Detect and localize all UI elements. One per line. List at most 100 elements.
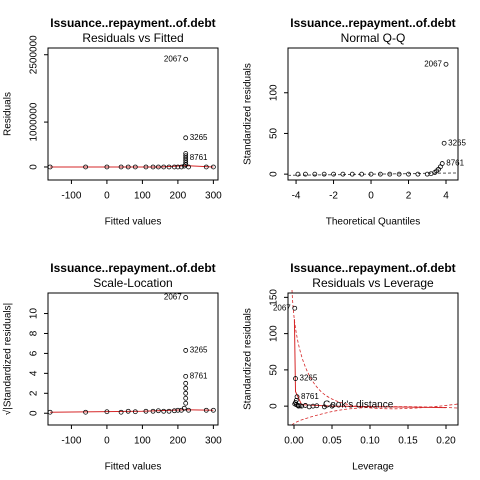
x-tick-label: 300: [205, 436, 222, 447]
plot-box: [47, 47, 219, 181]
data-point: [322, 404, 327, 410]
point-label: 2067: [424, 59, 442, 68]
data-point: [183, 157, 189, 163]
data-point: [295, 171, 301, 177]
x-tick-label: -2: [329, 191, 338, 202]
data-point: [183, 400, 189, 406]
x-tick-label: 0.00: [284, 436, 304, 447]
panel-title: Issuance..repayment..of.debt: [290, 261, 455, 275]
data-point: [155, 164, 161, 170]
data-point: [150, 164, 156, 170]
y-tick-label: 0: [269, 403, 280, 409]
data-point: [132, 409, 138, 415]
plot-box: [47, 292, 219, 426]
data-point: [349, 171, 355, 177]
data-point: [183, 56, 189, 62]
point-label: 3265: [190, 346, 208, 355]
data-point: [161, 408, 167, 414]
data-point: [118, 409, 124, 415]
panel-title: Issuance..repayment..of.debt: [50, 16, 215, 30]
data-point: [312, 171, 318, 177]
data-point: [396, 171, 402, 177]
data-point: [150, 408, 156, 414]
x-tick-label: 0.15: [398, 436, 418, 447]
y-tick-label: 8: [29, 330, 40, 336]
data-point: [292, 305, 298, 311]
data-point: [183, 151, 189, 156]
data-point: [203, 407, 209, 413]
data-point: [210, 164, 216, 170]
x-tick-label: -100: [61, 191, 81, 202]
fit-line: [50, 165, 214, 168]
x-tick-label: 0: [104, 436, 110, 447]
x-tick-label: 200: [170, 436, 187, 447]
x-tick-label: 300: [205, 191, 222, 202]
y-tick-label: 1000000: [29, 102, 40, 141]
data-point: [329, 403, 335, 409]
y-axis-label: Standardized residuals: [243, 308, 254, 410]
x-tick-label: 0.20: [436, 436, 456, 447]
x-tick-label: 0.05: [322, 436, 342, 447]
data-point: [210, 407, 216, 413]
y-tick-label: 100: [269, 325, 280, 342]
y-tick-label: 0: [269, 171, 280, 177]
data-point: [314, 403, 320, 409]
data-point: [143, 164, 149, 170]
y-tick-label: 6: [29, 350, 40, 356]
cooks-label: Cook's distance: [323, 400, 394, 411]
x-tick-label: 100: [134, 191, 151, 202]
data-point: [441, 140, 447, 146]
y-axis-label: Residuals: [3, 92, 14, 136]
panel-title: Issuance..repayment..of.debt: [290, 16, 455, 30]
data-point: [183, 348, 189, 353]
data-point: [387, 171, 393, 177]
data-point: [293, 376, 298, 381]
data-point: [183, 155, 189, 161]
data-point: [186, 407, 191, 413]
data-point: [175, 164, 181, 170]
point-label: 3265: [448, 138, 466, 147]
panel-title: Issuance..repayment..of.debt: [50, 261, 215, 275]
data-point: [161, 164, 167, 170]
data-point: [368, 171, 374, 177]
data-point: [155, 408, 161, 414]
point-label: 8761: [190, 153, 208, 162]
x-tick-label: -4: [292, 191, 301, 202]
x-axis-label: Fitted values: [105, 217, 162, 228]
data-point: [143, 408, 149, 414]
panel-subtitle: Normal Q-Q: [341, 31, 406, 45]
data-point: [378, 171, 383, 177]
data-point: [47, 164, 53, 170]
data-point: [171, 408, 177, 414]
data-point: [183, 373, 189, 379]
x-tick-label: 100: [134, 436, 151, 447]
point-label: 2067: [273, 303, 291, 312]
data-point: [183, 135, 189, 141]
x-tick-label: 0.10: [360, 436, 380, 447]
data-point: [406, 171, 411, 177]
data-point: [183, 153, 189, 159]
data-point: [83, 409, 89, 415]
data-point: [186, 164, 191, 170]
data-point: [183, 390, 189, 396]
point-label: 2067: [164, 54, 182, 63]
y-tick-label: 0: [29, 164, 40, 170]
data-point: [166, 408, 172, 414]
data-point: [340, 171, 346, 177]
data-point: [47, 409, 53, 415]
x-tick-label: 200: [170, 191, 187, 202]
panel-subtitle: Scale-Location: [93, 276, 172, 290]
y-tick-label: 0: [29, 410, 40, 416]
data-point: [132, 164, 138, 170]
data-point: [118, 164, 124, 170]
data-point: [359, 171, 365, 177]
point-label: 8761: [190, 371, 208, 380]
data-point: [183, 395, 189, 401]
y-tick-label: 100: [269, 84, 280, 101]
data-point: [181, 405, 187, 411]
data-point: [83, 164, 89, 170]
data-point: [179, 164, 184, 170]
point-label: 3265: [190, 133, 208, 142]
data-point: [125, 408, 131, 414]
